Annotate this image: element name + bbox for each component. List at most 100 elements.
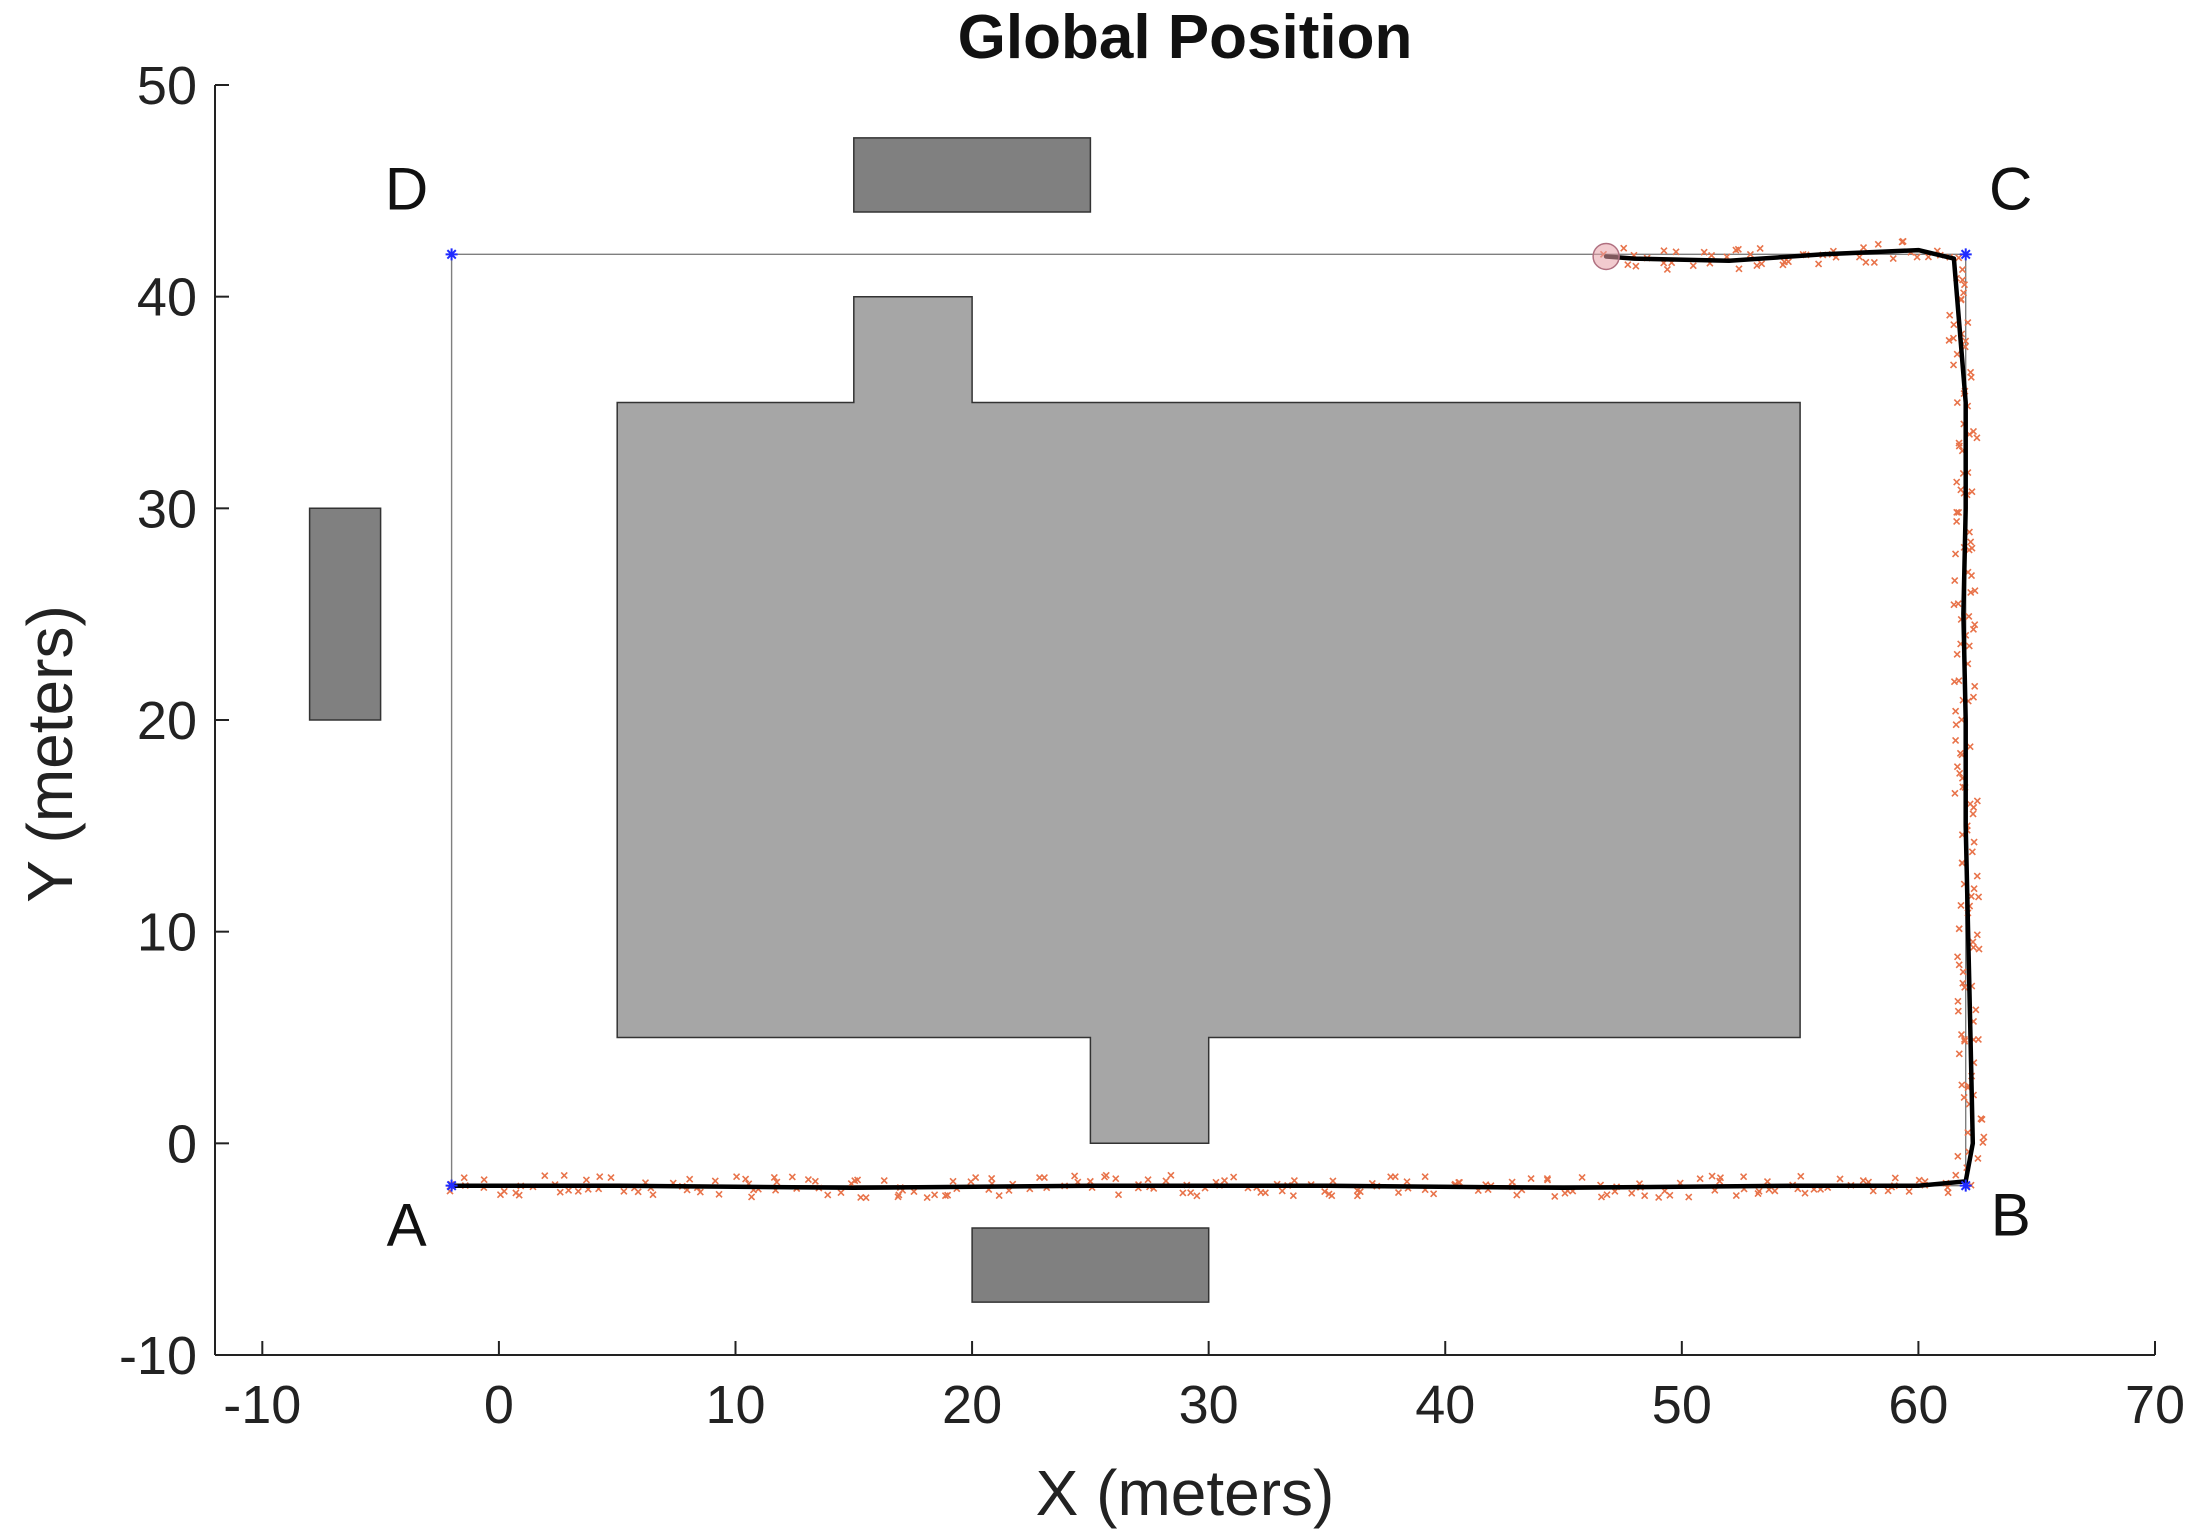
measurement-marker <box>1965 546 1973 554</box>
measurement-marker <box>1953 399 1961 407</box>
measurement-marker <box>1102 1171 1110 1179</box>
measurement-marker <box>1855 253 1864 261</box>
measurement-marker <box>1578 1173 1586 1182</box>
measurement-marker <box>1801 1189 1809 1197</box>
measurement-marker <box>1707 251 1716 260</box>
measurement-marker <box>1859 244 1868 252</box>
measurement-marker <box>565 1186 573 1194</box>
measurement-marker <box>1979 1138 1987 1147</box>
measurement-marker <box>1953 650 1961 658</box>
measurement-marker <box>634 1188 642 1196</box>
measurement-marker <box>1655 1193 1663 1201</box>
measurement-marker <box>1387 1173 1395 1181</box>
measurement-marker <box>1971 682 1979 690</box>
measurement-marker <box>1543 1175 1551 1183</box>
measurement-marker <box>770 1173 778 1182</box>
measurement-marker <box>851 1177 859 1185</box>
measurement-marker <box>1971 621 1979 629</box>
measurement-marker <box>541 1172 549 1180</box>
y-tick-label: -10 <box>119 1326 197 1386</box>
measurement-marker <box>1071 1172 1079 1180</box>
measurement-marker <box>1957 486 1965 494</box>
obstacle-3 <box>971 1227 1210 1303</box>
x-tick-label: 60 <box>1888 1375 1948 1435</box>
measurement-marker <box>607 1173 615 1182</box>
measurement-marker <box>1187 1189 1195 1197</box>
measurement-marker <box>460 1174 468 1182</box>
measurement-marker <box>923 1194 931 1202</box>
chart-title: Global Position <box>958 3 1413 72</box>
measurement-marker <box>1915 1176 1923 1184</box>
measurement-marker <box>1394 1188 1403 1197</box>
corner-label-c: C <box>1989 155 2032 222</box>
measurement-marker <box>1230 1173 1238 1181</box>
measurement-marker <box>1952 721 1960 729</box>
measurement-marker <box>1290 1176 1298 1185</box>
measurement-marker <box>1403 1178 1411 1186</box>
measurement-marker <box>1955 925 1963 933</box>
waypoint-marker <box>1959 1179 1972 1192</box>
measurement-marker <box>1597 1193 1606 1201</box>
y-tick-label: 30 <box>137 479 197 539</box>
measurement-marker <box>560 1171 568 1179</box>
measurement-marker <box>1969 427 1978 436</box>
measurement-marker <box>1954 1007 1962 1015</box>
measurement-marker <box>1758 260 1766 268</box>
measurement-marker <box>1756 244 1764 253</box>
measurement-marker <box>1967 572 1976 580</box>
measurement-marker <box>824 1191 832 1199</box>
measurement-marker <box>941 1192 949 1200</box>
measurement-marker <box>1112 1175 1120 1183</box>
measurement-marker <box>696 1188 704 1196</box>
x-tick-label: 20 <box>942 1375 1002 1435</box>
measurement-marker <box>1950 678 1959 686</box>
measurement-marker <box>1874 240 1882 248</box>
measurement-marker <box>1732 1191 1740 1200</box>
measurement-marker <box>1968 488 1976 496</box>
measurement-marker <box>1950 321 1958 329</box>
measurement-marker <box>1891 1174 1899 1182</box>
measurement-marker <box>1732 246 1740 254</box>
measurement-marker <box>1356 1188 1364 1196</box>
measurement-marker <box>1836 1175 1844 1183</box>
measurement-marker <box>1970 838 1978 846</box>
measurement-marker <box>1179 1189 1187 1197</box>
measurement-marker <box>1955 439 1963 447</box>
measurement-marker <box>1954 1152 1962 1160</box>
measurement-marker <box>1955 508 1963 516</box>
x-axis-label: X (meters) <box>1036 1457 1335 1529</box>
corner-label-b: B <box>1991 1182 2031 1249</box>
y-axis-label: Y (meters) <box>14 605 86 903</box>
measurement-marker <box>1962 337 1970 345</box>
measurement-marker <box>1953 763 1961 771</box>
plot-area: A B C D <box>308 137 2032 1303</box>
measurement-marker <box>1898 238 1906 246</box>
measurement-marker <box>1641 1192 1649 1200</box>
measurement-marker <box>1973 434 1981 442</box>
measurement-marker <box>1980 1133 1988 1141</box>
measurement-marker <box>1862 258 1870 266</box>
measurement-marker <box>1953 478 1961 486</box>
measurement-marker <box>1660 247 1668 255</box>
measurement-marker <box>862 1194 870 1202</box>
measurement-marker <box>1964 318 1972 327</box>
measurement-marker <box>1220 1177 1229 1185</box>
measurement-marker <box>1965 612 1973 620</box>
measurement-marker <box>1959 979 1967 987</box>
measurement-marker <box>1859 1177 1867 1185</box>
x-tick-label: 40 <box>1415 1375 1475 1435</box>
measurement-marker <box>1162 1177 1170 1185</box>
measurement-marker <box>949 1177 957 1185</box>
measurement-marker <box>1966 743 1974 751</box>
measurement-marker <box>837 1189 845 1197</box>
corner-label-d: D <box>385 155 428 222</box>
measurement-marker <box>1954 600 1962 608</box>
y-tick-label: 40 <box>137 268 197 328</box>
measurement-marker <box>733 1173 741 1181</box>
measurement-marker <box>988 1174 996 1182</box>
measurement-marker <box>1603 1191 1611 1199</box>
measurement-marker <box>931 1191 939 1199</box>
measurement-marker <box>1945 336 1953 344</box>
measurement-marker <box>1952 707 1960 715</box>
measurement-marker <box>500 1187 508 1195</box>
